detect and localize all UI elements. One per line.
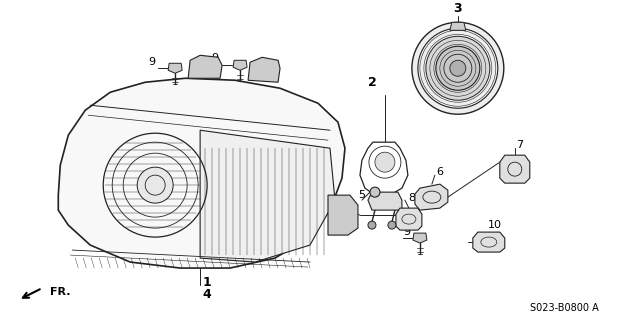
Text: 1: 1 [203, 276, 211, 289]
Text: 10: 10 [488, 220, 502, 230]
Text: 2: 2 [367, 76, 376, 89]
Polygon shape [473, 232, 505, 252]
Polygon shape [415, 184, 448, 210]
Polygon shape [413, 233, 427, 243]
Polygon shape [396, 208, 422, 230]
Polygon shape [188, 55, 222, 78]
Circle shape [388, 221, 396, 229]
Text: 9: 9 [148, 57, 156, 67]
Polygon shape [360, 142, 408, 195]
Circle shape [436, 46, 480, 90]
Circle shape [368, 221, 376, 229]
Text: 5: 5 [358, 190, 365, 200]
Circle shape [370, 187, 380, 197]
Text: 7: 7 [516, 140, 524, 150]
Polygon shape [328, 195, 358, 235]
Polygon shape [368, 192, 402, 210]
Polygon shape [168, 63, 182, 73]
Text: 9: 9 [212, 53, 219, 63]
Text: 6: 6 [436, 167, 444, 177]
Polygon shape [248, 57, 280, 82]
Text: 8: 8 [408, 193, 415, 203]
Circle shape [137, 167, 173, 203]
Text: S023-B0800 A: S023-B0800 A [530, 303, 598, 313]
Polygon shape [200, 130, 335, 262]
Polygon shape [500, 155, 530, 183]
Circle shape [426, 36, 490, 100]
Polygon shape [233, 60, 247, 70]
Circle shape [375, 152, 395, 172]
Circle shape [412, 22, 504, 114]
Text: 3: 3 [454, 2, 462, 15]
Polygon shape [58, 78, 345, 268]
Text: FR.: FR. [51, 287, 71, 297]
Text: 4: 4 [203, 287, 211, 300]
Circle shape [450, 60, 466, 76]
Polygon shape [450, 22, 466, 30]
Text: 9: 9 [403, 227, 410, 237]
